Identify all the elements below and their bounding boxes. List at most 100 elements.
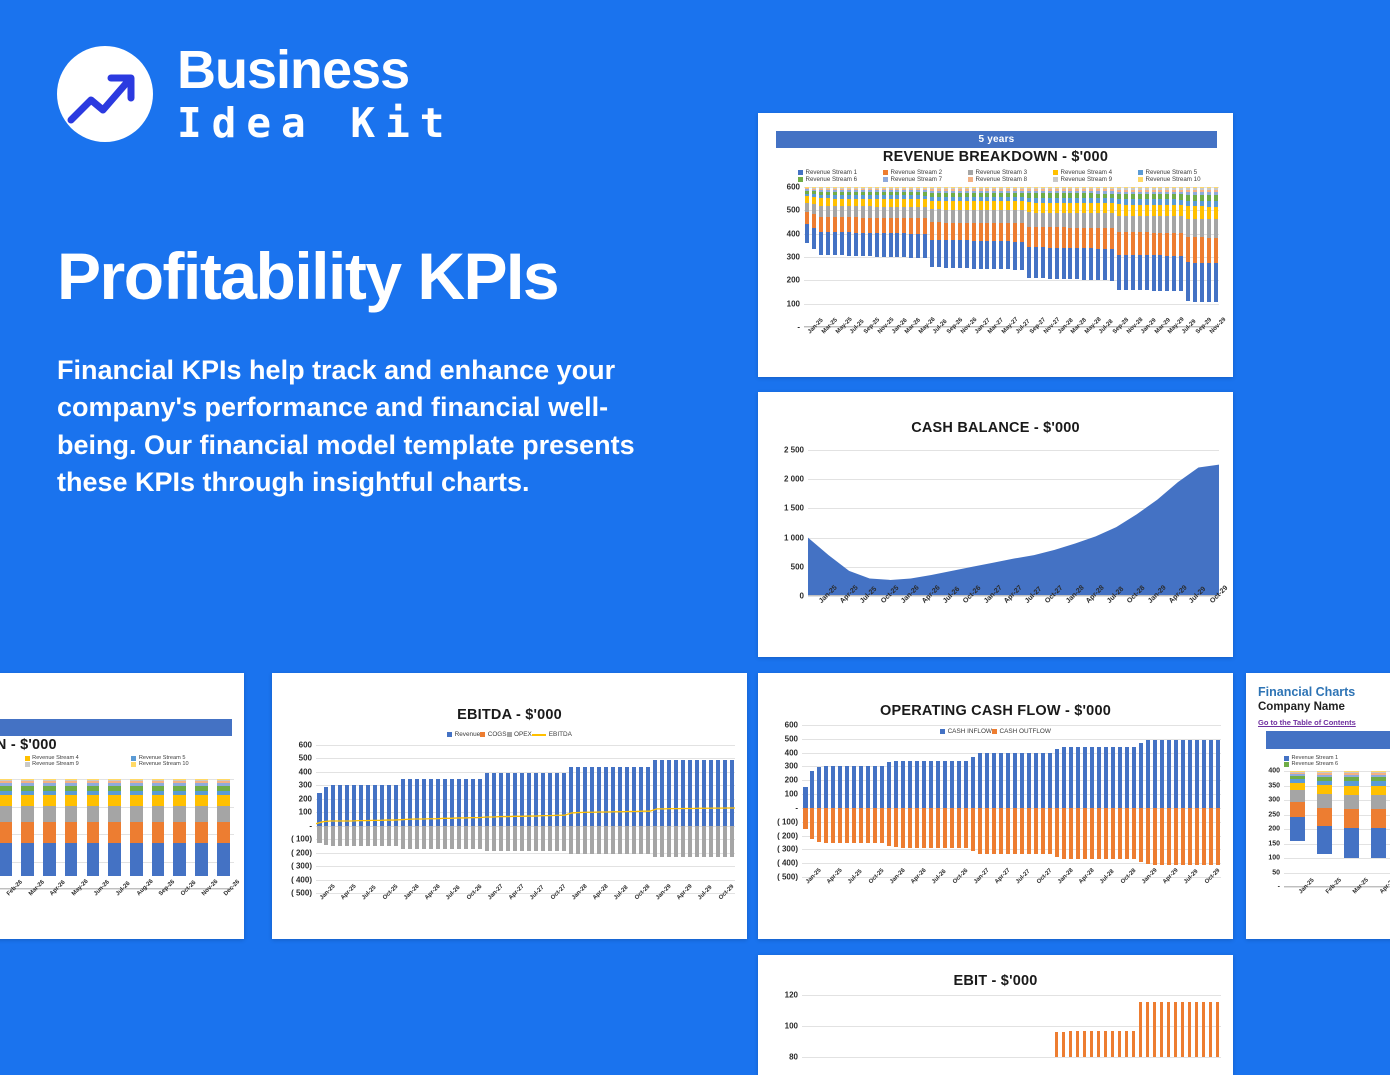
bar (1076, 747, 1080, 808)
bar (1153, 740, 1157, 808)
bar-segment (847, 206, 851, 217)
bar-segment (965, 210, 969, 223)
bar-segment (65, 843, 78, 876)
bar-column (935, 725, 942, 877)
y-axis-tick: 1 500 (784, 504, 804, 513)
bar (1132, 1031, 1135, 1057)
bar-segment (173, 795, 186, 806)
bar (992, 808, 996, 854)
bar-segment (999, 241, 1003, 269)
bar-segment (1110, 249, 1114, 281)
bar-segment (999, 210, 1003, 223)
bar-segment (217, 795, 230, 806)
bar-segment (1062, 248, 1066, 279)
bar-segment (937, 240, 941, 267)
bar-segment (130, 843, 143, 876)
bar-segment (1048, 248, 1052, 279)
bar-column (844, 725, 851, 877)
bar-segment (861, 233, 865, 257)
bar (1146, 740, 1150, 808)
bar-segment (130, 822, 143, 843)
bar-segment (108, 806, 121, 822)
bar-segment (895, 218, 899, 234)
bar-segment (108, 843, 121, 876)
bar-column (811, 187, 818, 327)
bar-segment (195, 822, 208, 843)
bar-segment (1179, 216, 1183, 233)
y-axis-tick: 300 (299, 781, 312, 790)
bar-segment (1013, 242, 1017, 270)
bar-segment (1089, 248, 1093, 280)
bar-segment (152, 806, 165, 822)
y-axis-tick: 100 (1268, 855, 1280, 862)
bar-segment (944, 201, 948, 210)
bar (999, 808, 1003, 854)
bar-column (900, 995, 907, 1057)
legend-item: OPEX (507, 731, 532, 738)
bar (866, 766, 870, 808)
bar-segment (1186, 206, 1190, 219)
bar-column (935, 995, 942, 1057)
bar-segment (951, 240, 955, 268)
bar (1013, 753, 1017, 808)
legend-swatch (968, 170, 973, 175)
bar-column (914, 995, 921, 1057)
y-axis-tick: 200 (785, 776, 798, 785)
legend-item: Revenue Stream 7 (883, 176, 968, 183)
bar-segment (1317, 794, 1333, 807)
revenue-breakdown-24m-card[interactable]: 24 months REAKDOWN - $'000 Revenue Strea… (0, 673, 244, 939)
legend-swatch (1138, 170, 1143, 175)
bar-column (0, 779, 17, 889)
bar-segment (895, 199, 899, 207)
plot-area (804, 187, 1219, 327)
bar (1118, 808, 1122, 860)
chart-title: REAKDOWN - $'000 (0, 737, 244, 753)
y-axis-tick: 200 (787, 276, 800, 285)
bar-segment (1290, 783, 1306, 791)
page-title: Profitability KPIs (57, 238, 558, 314)
bar (1188, 808, 1192, 865)
bar (866, 808, 870, 843)
table-of-contents-link[interactable]: Go to the Table of Contents (1258, 718, 1356, 727)
bar (1076, 808, 1080, 859)
bar-segment (217, 806, 230, 822)
bar (1034, 753, 1038, 808)
financial-charts-card[interactable]: Financial Charts Company Name Go to the … (1246, 673, 1390, 939)
legend-label: Revenue Stream 8 (976, 176, 1028, 183)
bar-segment (1082, 228, 1086, 248)
bar-column (1165, 725, 1172, 877)
bar-segment (805, 224, 809, 243)
y-axis-tick: 400 (785, 748, 798, 757)
revenue-breakdown-5y-card[interactable]: 5 years REVENUE BREAKDOWN - $'000 Revenu… (758, 113, 1233, 377)
legend-swatch (798, 170, 803, 175)
bar-segment (937, 222, 941, 240)
bar (1160, 740, 1164, 808)
bar-column (984, 187, 991, 327)
legend-label: Revenue Stream 2 (891, 169, 943, 176)
bar-column (809, 995, 816, 1057)
bar-column (942, 995, 949, 1057)
bar-column (823, 725, 830, 877)
bar-column (887, 187, 894, 327)
bar-segment (1103, 213, 1107, 228)
bar (824, 808, 828, 843)
bar-column (922, 187, 929, 327)
bar-segment (882, 218, 886, 233)
bar-segment (1344, 828, 1360, 858)
bar-segment (1041, 203, 1045, 213)
y-axis-tick: 50 (1272, 869, 1280, 876)
bar-segment (1158, 233, 1162, 256)
bar (1167, 808, 1171, 865)
bar-column (39, 779, 61, 889)
bar (852, 766, 856, 808)
bar-column (17, 779, 39, 889)
bar (838, 808, 842, 843)
bar-column (104, 779, 126, 889)
bar-segment (1027, 227, 1031, 247)
bar-column (1060, 187, 1067, 327)
